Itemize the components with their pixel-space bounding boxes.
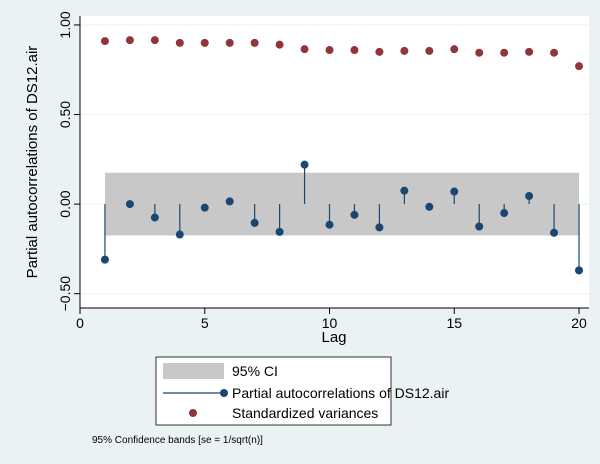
variance-point bbox=[350, 46, 359, 55]
legend-variance-label: Standardized variances bbox=[232, 405, 378, 421]
variance-point bbox=[225, 38, 234, 47]
legend: 95% CI Partial autocorrelations of DS12.… bbox=[155, 356, 449, 426]
variance-point bbox=[300, 45, 309, 54]
pac-point bbox=[300, 160, 309, 169]
pac-point bbox=[575, 266, 584, 275]
variance-point bbox=[125, 36, 134, 45]
ci-band-layer bbox=[104, 172, 580, 236]
x-axis-label: Lag bbox=[321, 329, 346, 346]
variance-point bbox=[550, 48, 559, 57]
variance-point bbox=[575, 62, 584, 71]
legend-spike-swatch-marker bbox=[220, 389, 228, 397]
pac-point bbox=[425, 202, 434, 211]
legend-ci-swatch bbox=[163, 363, 224, 379]
variance-point bbox=[400, 46, 409, 55]
pac-point bbox=[375, 223, 384, 232]
variance-point bbox=[275, 40, 284, 49]
variance-point bbox=[150, 36, 159, 45]
pac-point bbox=[350, 210, 359, 219]
pac-point bbox=[550, 228, 559, 237]
pac-point bbox=[225, 197, 234, 206]
variance-point bbox=[200, 38, 209, 47]
y-axis-label: Partial autocorrelations of DS12.air bbox=[24, 46, 41, 279]
pac-point bbox=[150, 213, 159, 222]
chart-marks bbox=[100, 36, 584, 275]
axes bbox=[79, 16, 589, 309]
plot-area bbox=[80, 16, 589, 308]
y-tick-label: 0.00 bbox=[57, 190, 73, 217]
variance-point bbox=[250, 38, 259, 47]
x-tick-label: 15 bbox=[446, 315, 462, 331]
pac-point bbox=[200, 203, 209, 212]
pac-point bbox=[475, 222, 484, 231]
pac-point bbox=[325, 220, 334, 229]
variance-point bbox=[325, 46, 334, 55]
variance-point bbox=[450, 45, 459, 54]
variance-point bbox=[525, 47, 534, 56]
pac-point bbox=[400, 186, 409, 195]
ticks: 0 5 10 15 20 −0.50 0.00 0.50 1.00 bbox=[57, 11, 587, 331]
pac-point bbox=[175, 230, 184, 239]
y-tick-label: −0.50 bbox=[57, 276, 73, 312]
pac-point bbox=[100, 255, 109, 264]
variance-point bbox=[100, 37, 109, 46]
pac-point bbox=[450, 187, 459, 196]
legend-variance-swatch bbox=[189, 409, 197, 417]
variance-point bbox=[425, 46, 434, 55]
chart-note: 95% Confidence bands [se = 1/sqrt(n)] bbox=[92, 435, 263, 446]
ci-band bbox=[104, 172, 580, 236]
legend-ci-label: 95% CI bbox=[232, 363, 278, 379]
x-tick-label: 10 bbox=[322, 315, 338, 331]
pac-point bbox=[125, 200, 134, 209]
x-tick-label: 5 bbox=[201, 315, 209, 331]
legend-spike-label: Partial autocorrelations of DS12.air bbox=[232, 385, 449, 401]
x-tick-label: 20 bbox=[571, 315, 587, 331]
pac-point bbox=[250, 218, 259, 227]
x-tick-label: 0 bbox=[76, 315, 84, 331]
pac-point bbox=[275, 227, 284, 236]
pac-point bbox=[500, 209, 509, 218]
y-tick-label: 1.00 bbox=[57, 11, 73, 38]
variance-point bbox=[375, 47, 384, 56]
variance-point bbox=[500, 48, 509, 57]
pac-point bbox=[525, 192, 534, 201]
variance-point bbox=[175, 38, 184, 47]
variance-point bbox=[475, 48, 484, 57]
y-tick-label: 0.50 bbox=[57, 101, 73, 128]
